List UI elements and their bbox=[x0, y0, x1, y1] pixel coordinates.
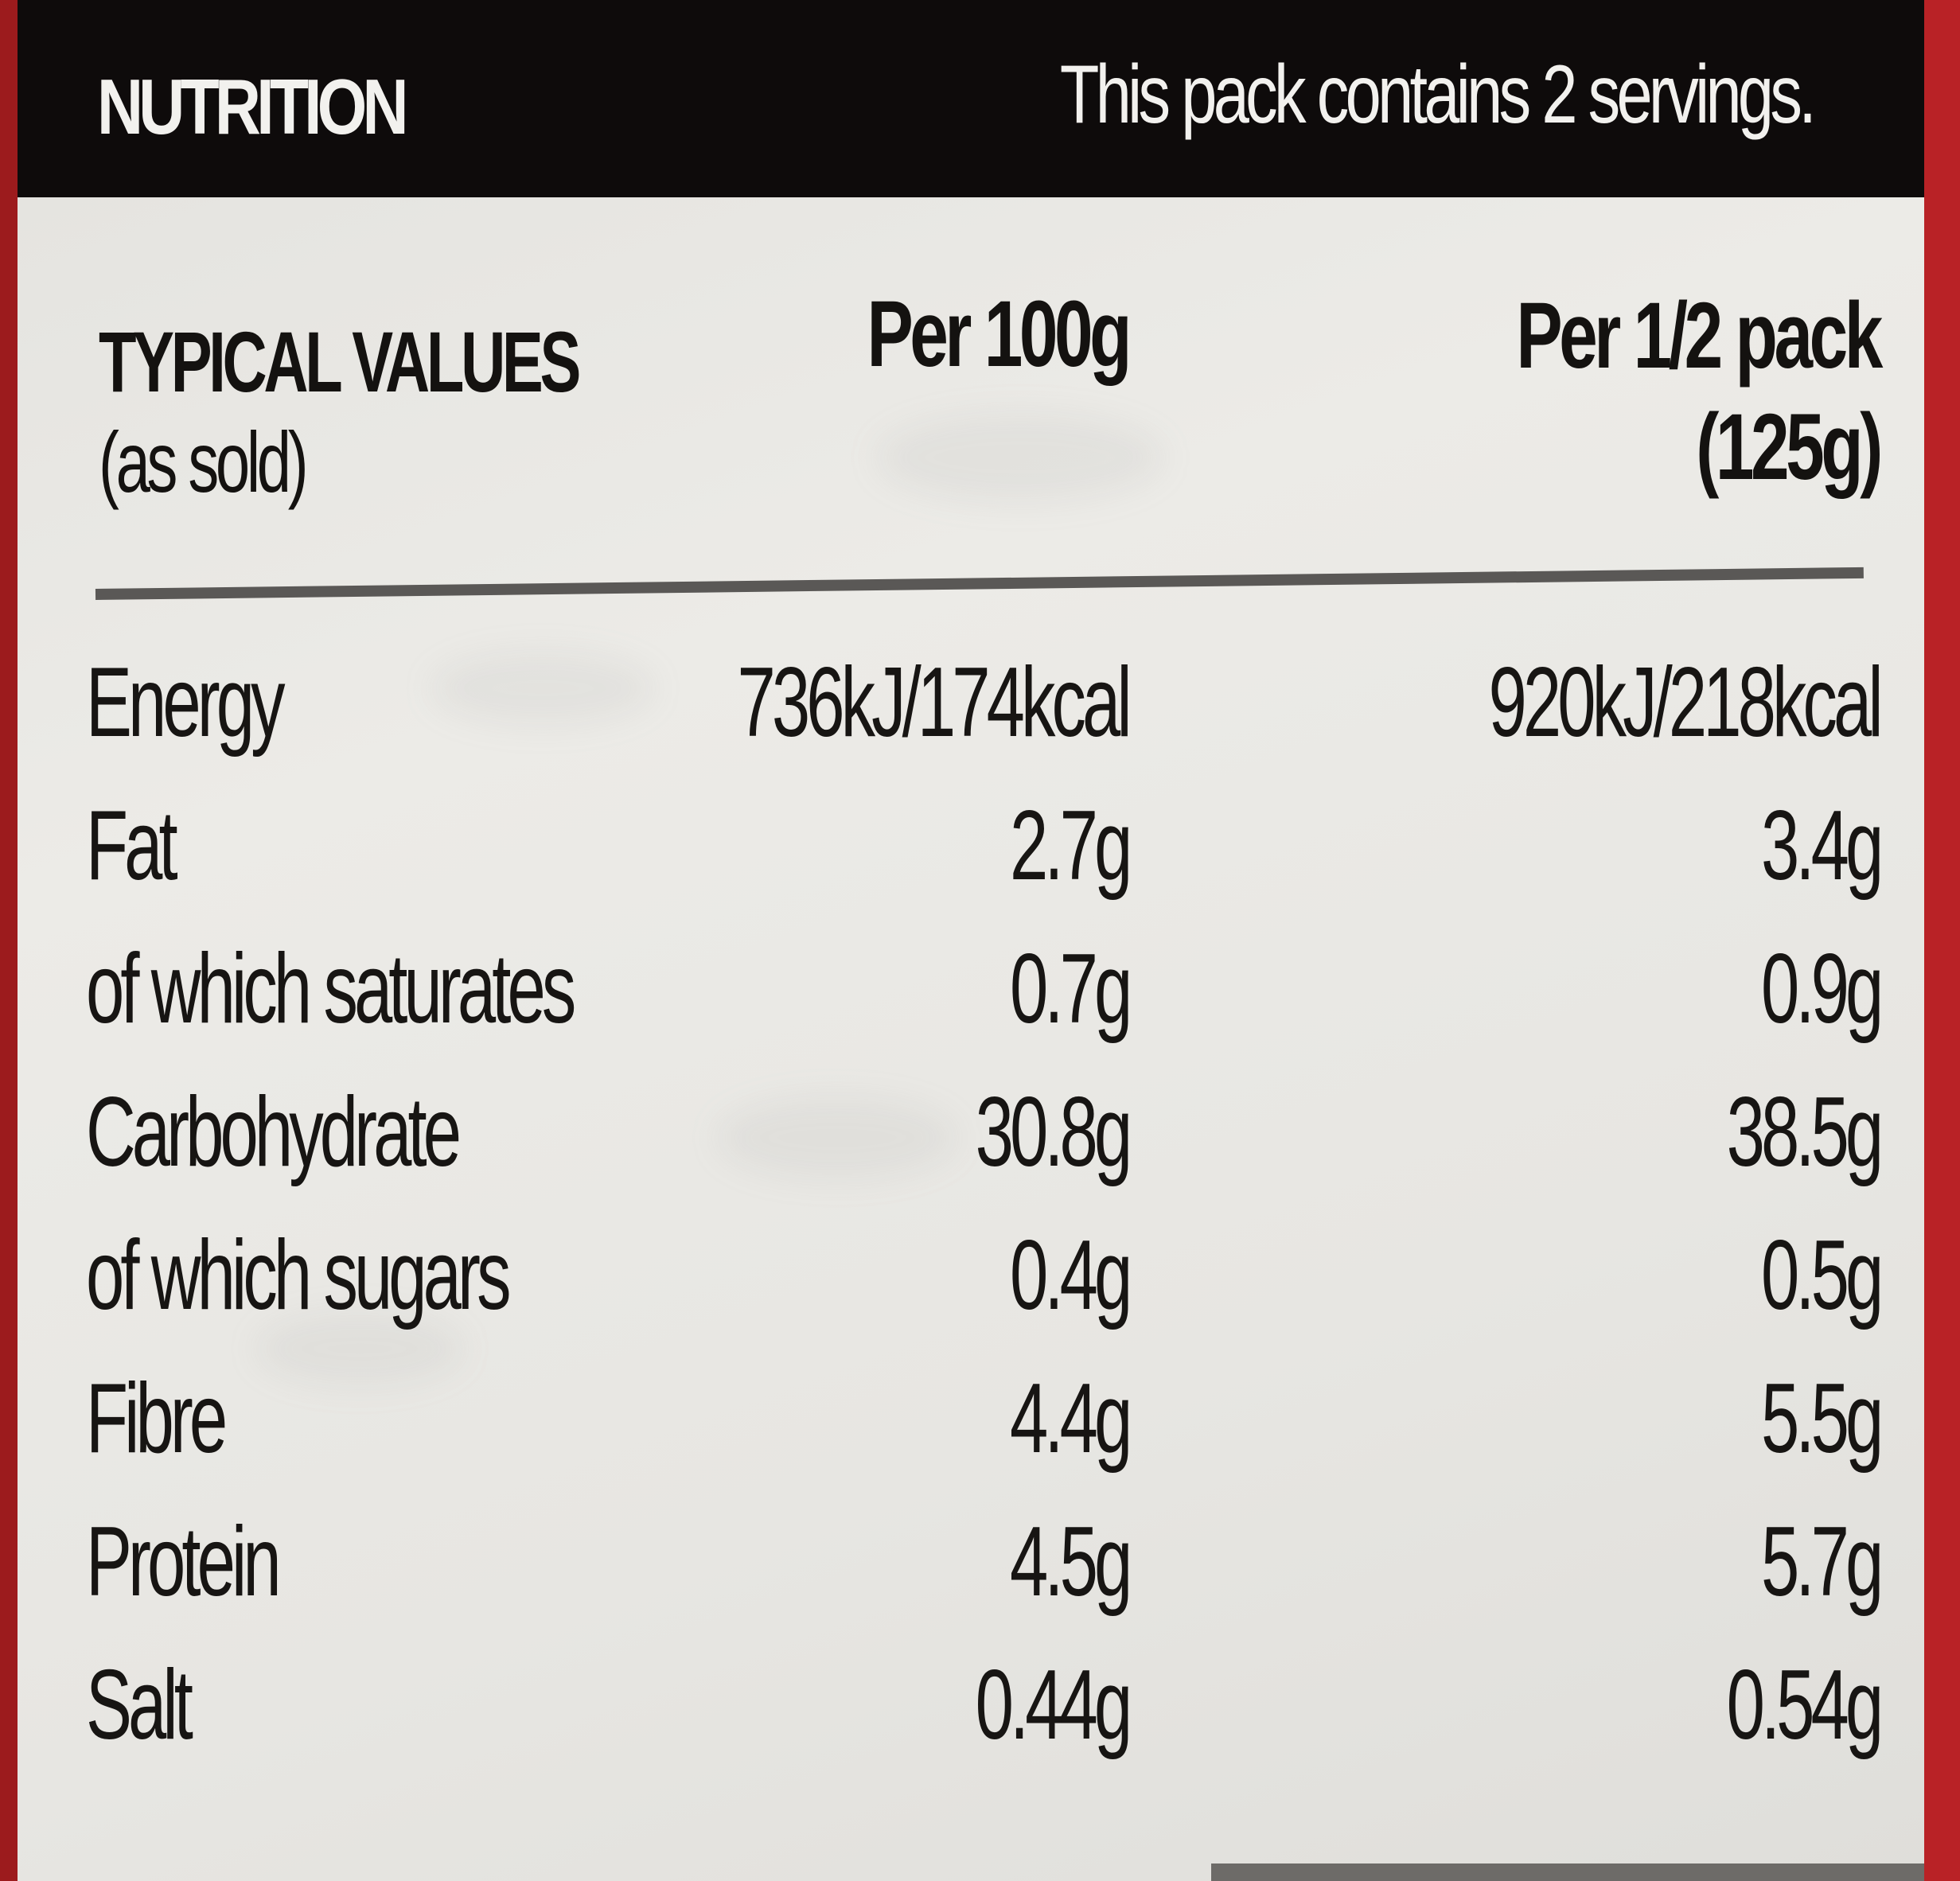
nutrient-name: Fibre bbox=[86, 1364, 228, 1474]
per-half-pack-heading: Per 1/2 pack (125g) bbox=[1516, 280, 1884, 503]
value-per-half-pack: 0.54g bbox=[1726, 1650, 1884, 1760]
value-per-half-pack: 38.5g bbox=[1726, 1077, 1884, 1187]
nutrient-name: Carbohydrate bbox=[86, 1077, 462, 1187]
table-row: Fat 2.7g 3.4g bbox=[18, 786, 1924, 929]
nutrient-name: Salt bbox=[86, 1650, 193, 1760]
servings-note: This pack contains 2 servings. bbox=[1059, 49, 1817, 141]
value-per-100g: 0.4g bbox=[1009, 1221, 1132, 1330]
value-per-100g: 736kJ/174kcal bbox=[737, 648, 1132, 757]
nutrient-name: of which saturates bbox=[86, 934, 576, 1044]
value-per-half-pack: 5.7g bbox=[1760, 1507, 1884, 1617]
table-row: of which sugars 0.4g 0.5g bbox=[18, 1216, 1924, 1359]
nutrient-name: of which sugars bbox=[86, 1221, 511, 1330]
glare-smudge bbox=[718, 1098, 957, 1178]
footer-divider bbox=[1211, 1863, 1924, 1881]
table-row: of which saturates 0.7g 0.9g bbox=[18, 929, 1924, 1073]
nutrition-title: NUTRITION bbox=[97, 63, 409, 150]
serving-weight-label: (125g) bbox=[1696, 395, 1883, 500]
table-row: Salt 0.44g 0.54g bbox=[18, 1645, 1924, 1789]
nutrition-label: NUTRITION This pack contains 2 servings.… bbox=[18, 0, 1924, 1881]
value-per-100g: 4.4g bbox=[1009, 1364, 1132, 1474]
nutrient-name: Energy bbox=[86, 648, 286, 757]
value-per-half-pack: 5.5g bbox=[1760, 1364, 1884, 1474]
value-per-100g: 0.7g bbox=[1009, 934, 1132, 1044]
value-per-100g: 4.5g bbox=[1009, 1507, 1132, 1617]
as-sold-label: (as sold) bbox=[99, 414, 309, 510]
table-row: Fibre 4.4g 5.5g bbox=[18, 1359, 1924, 1502]
typical-values-label: TYPICAL VALUES bbox=[99, 314, 581, 410]
value-per-100g: 2.7g bbox=[1009, 791, 1132, 901]
table-row: Protein 4.5g 5.7g bbox=[18, 1502, 1924, 1645]
per-half-pack-label: Per 1/2 pack bbox=[1516, 283, 1884, 388]
nutrient-name: Fat bbox=[86, 791, 178, 901]
glare-smudge bbox=[877, 414, 1163, 501]
glare-smudge bbox=[256, 1313, 463, 1384]
value-per-half-pack: 0.5g bbox=[1760, 1221, 1884, 1330]
value-per-100g: 0.44g bbox=[975, 1650, 1132, 1760]
nutrient-name: Protein bbox=[86, 1507, 282, 1617]
table-row: Energy 736kJ/174kcal 920kJ/218kcal bbox=[18, 643, 1924, 786]
header-divider bbox=[95, 567, 1864, 600]
value-per-half-pack: 0.9g bbox=[1760, 934, 1884, 1044]
typical-values-heading: TYPICAL VALUES (as sold) bbox=[99, 312, 581, 512]
nutrition-table: Energy 736kJ/174kcal 920kJ/218kcal Fat 2… bbox=[18, 643, 1924, 1789]
per-100g-heading: Per 100g bbox=[867, 282, 1132, 387]
nutrition-header: NUTRITION This pack contains 2 servings. bbox=[18, 0, 1924, 197]
value-per-half-pack: 3.4g bbox=[1760, 791, 1884, 901]
glare-smudge bbox=[431, 652, 654, 724]
value-per-half-pack: 920kJ/218kcal bbox=[1488, 648, 1884, 757]
table-row: Carbohydrate 30.8g 38.5g bbox=[18, 1073, 1924, 1216]
value-per-100g: 30.8g bbox=[975, 1077, 1132, 1187]
